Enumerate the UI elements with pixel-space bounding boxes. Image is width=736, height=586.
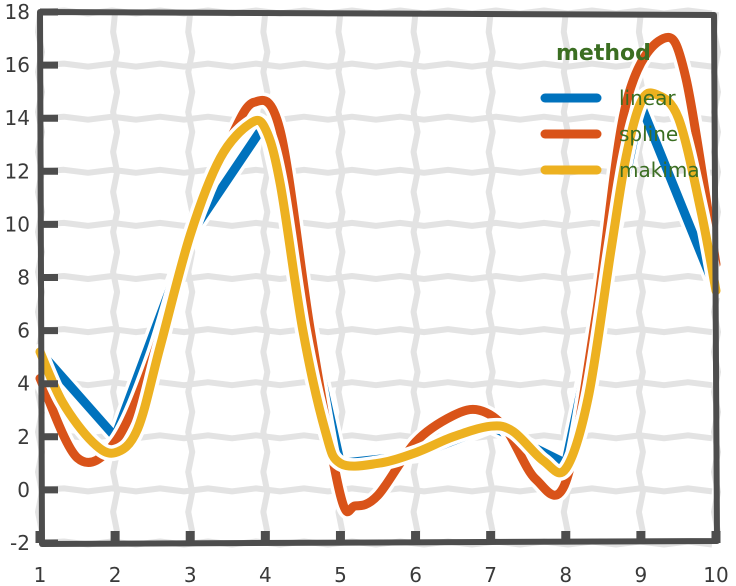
y-tick-label: 6	[17, 319, 30, 343]
x-tick-label: 5	[334, 563, 347, 586]
x-tick-label: 10	[703, 563, 728, 586]
grid-line-y	[39, 113, 713, 123]
axes-frame	[35, 8, 721, 547]
legend-entries: linear spline makima	[540, 86, 700, 182]
y-tick-label: 8	[17, 266, 30, 290]
grid-line-x	[485, 11, 496, 533]
grid-line-x	[260, 11, 271, 533]
y-tick-label: 16	[5, 53, 30, 77]
legend: method linear spline makima	[540, 41, 700, 182]
legend-title: method	[556, 41, 651, 66]
legend-label-linear: linear	[619, 86, 676, 110]
x-tick-label: 3	[184, 563, 197, 586]
legend-label-makima: makima	[619, 158, 700, 182]
x-tick-label: 1	[34, 563, 47, 586]
y-tick-label: -2	[10, 531, 30, 555]
x-tick-label: 2	[109, 563, 122, 586]
grid-line-y	[39, 432, 713, 442]
series-lines	[32, 29, 724, 520]
y-tick-label: 10	[5, 212, 30, 236]
grid-line-y	[39, 219, 713, 229]
x-tick-label: 6	[409, 563, 422, 586]
series-line-makima	[35, 88, 721, 478]
grid-line-y	[39, 326, 713, 336]
grid-line-y	[39, 60, 713, 70]
legend-label-spline: spline	[619, 122, 678, 146]
x-tick-label: 8	[559, 563, 572, 586]
y-tick-label: 0	[17, 478, 30, 502]
x-tick-label: 4	[259, 563, 272, 586]
y-tick-label: 12	[5, 159, 30, 183]
x-tick-label: 9	[635, 563, 648, 586]
y-tick-label: 2	[17, 425, 30, 449]
y-tick-label: 4	[17, 372, 30, 396]
y-tick-label: 14	[5, 106, 30, 130]
x-tick-label: 7	[484, 563, 497, 586]
y-tick-label: 18	[5, 0, 30, 24]
grid-line-x	[185, 11, 196, 533]
